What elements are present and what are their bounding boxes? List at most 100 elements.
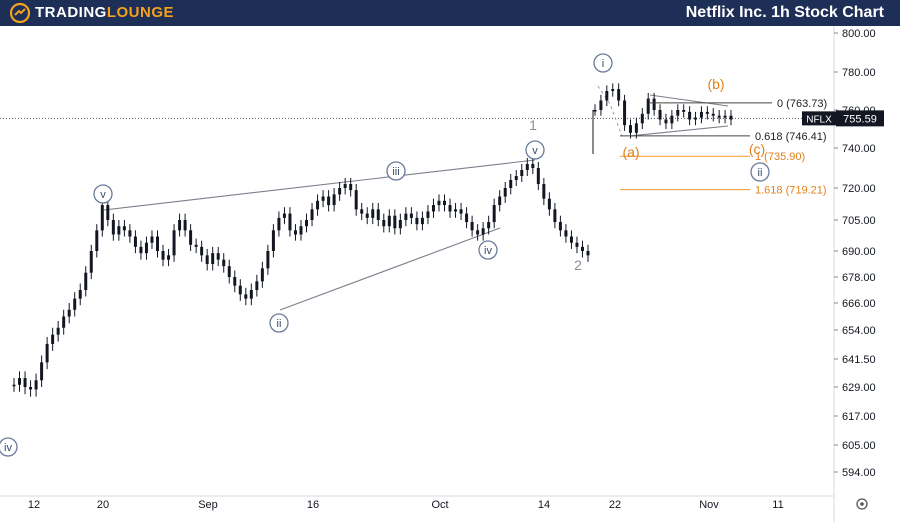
candle-body xyxy=(211,253,215,264)
logo-part1: TRADING xyxy=(35,4,107,21)
y-tick-label: 641.50 xyxy=(842,354,876,366)
candle-body xyxy=(448,205,452,212)
candle-body xyxy=(459,209,463,214)
candle-body xyxy=(634,123,638,133)
y-tick-label: 780.00 xyxy=(842,67,876,79)
candle-body xyxy=(117,226,121,235)
x-tick-label: 16 xyxy=(307,499,319,511)
candle-body xyxy=(200,246,204,256)
x-tick-label: 12 xyxy=(28,499,40,511)
y-tick-label: 800.00 xyxy=(842,28,876,40)
candle-body xyxy=(688,111,692,120)
wave-i-ii-dashed xyxy=(597,85,623,137)
candle-body xyxy=(67,309,71,317)
x-tick-label: Oct xyxy=(431,499,448,511)
candle-body xyxy=(305,220,309,227)
candle-body xyxy=(189,230,193,245)
price-tag: 755.59 xyxy=(843,113,877,125)
logo-text: TRADINGLOUNGE xyxy=(35,4,174,21)
y-tick-label: 678.00 xyxy=(842,272,876,284)
candle-body xyxy=(316,200,320,210)
wave-label-circle xyxy=(593,53,613,73)
price-tag-bg xyxy=(836,110,884,127)
candle-body xyxy=(586,251,590,256)
candle-body xyxy=(623,100,627,126)
candle-body xyxy=(542,184,546,199)
y-tick-label: 740.00 xyxy=(842,143,876,155)
wave-label-circle xyxy=(478,240,498,260)
candle-body xyxy=(12,384,16,387)
candle-body xyxy=(354,190,358,210)
candle-body xyxy=(45,343,49,363)
candle-body xyxy=(216,253,220,260)
wave-label: 1 xyxy=(529,117,537,133)
candle-body xyxy=(349,184,353,191)
x-tick-label: 20 xyxy=(97,499,109,511)
candle-body xyxy=(122,226,126,231)
y-tick-label: 629.00 xyxy=(842,382,876,394)
candle-body xyxy=(492,205,496,223)
candle-body xyxy=(409,213,413,218)
wave-label: iv xyxy=(4,442,12,454)
triangle-upper-line xyxy=(649,94,729,107)
candle-body xyxy=(398,220,402,229)
candle-body xyxy=(18,378,22,385)
triangle-lower-line xyxy=(629,125,729,137)
settings-gear-icon[interactable] xyxy=(856,498,868,510)
candle-body xyxy=(321,196,325,201)
wave-label: v xyxy=(532,145,538,157)
candle-body xyxy=(332,194,336,206)
tradinglounge-logo-icon xyxy=(9,2,31,24)
price-chart[interactable]: 800.00780.00760.00740.00720.00705.00690.… xyxy=(0,26,900,522)
candle-body xyxy=(569,236,573,243)
candle-body xyxy=(255,281,259,290)
candle-body xyxy=(415,217,419,225)
wave-label-circle xyxy=(750,162,770,182)
candle-body xyxy=(205,255,209,264)
candle-body xyxy=(133,236,137,247)
candle-body xyxy=(327,196,331,206)
candle-body xyxy=(717,115,721,118)
candle-body xyxy=(222,259,226,267)
candle-body xyxy=(299,226,303,235)
plot-area[interactable] xyxy=(0,26,834,496)
y-tick-label: 617.00 xyxy=(842,411,876,423)
wave-label: ii xyxy=(758,167,763,179)
candle-body xyxy=(646,98,650,114)
fib-label: 1 (735.90) xyxy=(755,151,805,163)
wave-label-circle xyxy=(386,161,406,181)
candle-body xyxy=(144,242,148,254)
candle-body xyxy=(183,220,187,231)
candle-body xyxy=(593,110,597,112)
candle-body xyxy=(29,387,33,390)
candle-body xyxy=(558,222,562,231)
candle-body xyxy=(509,180,513,188)
symbol-tag-bg xyxy=(802,111,836,126)
fib-levels: 0 (763.73) 0.618 (746.41) 1 (735.90) 1.618 … xyxy=(620,98,827,197)
candle-body xyxy=(711,113,715,116)
wave-label-circle xyxy=(0,437,18,457)
candle-body xyxy=(470,222,474,231)
candle-body xyxy=(360,209,364,214)
candle-body xyxy=(249,290,253,299)
candle-body xyxy=(277,217,281,231)
candle-body xyxy=(664,119,668,124)
candle-body xyxy=(676,110,680,116)
wave-label-circle xyxy=(93,184,113,204)
candle-body xyxy=(89,251,93,273)
candle-body xyxy=(376,209,380,220)
logo-part2: LOUNGE xyxy=(106,4,174,21)
candle-body xyxy=(628,125,632,133)
candle-body xyxy=(34,380,38,390)
candle-body xyxy=(227,266,231,277)
candle-body xyxy=(100,205,104,231)
candle-body xyxy=(580,246,584,251)
candle-body xyxy=(244,294,248,299)
candle-body xyxy=(288,213,292,231)
wave-label-circle xyxy=(269,313,289,333)
candle-body xyxy=(404,213,408,220)
candle-body xyxy=(293,230,297,235)
header-bar: TRADINGLOUNGE Netflix Inc. 1h Stock Char… xyxy=(0,0,900,26)
candle-body xyxy=(658,110,662,120)
candle-body xyxy=(271,230,275,251)
